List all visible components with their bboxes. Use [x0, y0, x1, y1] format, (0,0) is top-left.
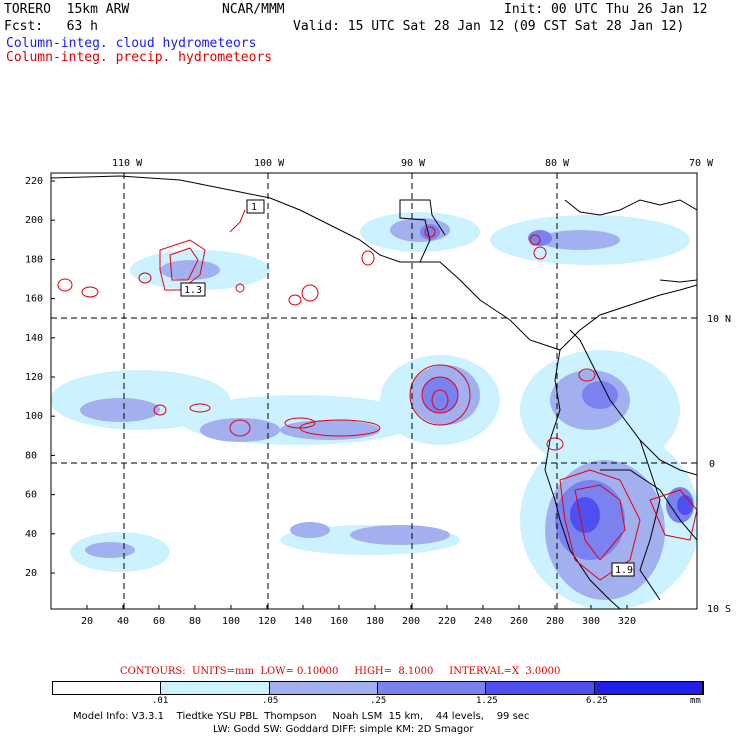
x-index-ticks: 20 40 60 80 100 120 140 160 180 200 220 240 260 280 30…: [81, 605, 636, 627]
x-tick-label: 180: [366, 616, 384, 627]
cloud-shading: [51, 212, 697, 609]
x-tick-label: 280: [546, 616, 564, 627]
lat-label: 10 N: [707, 314, 731, 325]
model-info-line2: LW: Godd SW: Goddard DIFF: simple KM: 2D…: [213, 724, 474, 735]
x-tick-label: 200: [402, 616, 420, 627]
colorbar-segment: [53, 682, 162, 694]
y-tick-label: 200: [25, 215, 43, 226]
colorbar-tick: .25: [370, 696, 387, 706]
y-tick-label: 40: [25, 529, 37, 540]
colorbar-tick: .01: [152, 696, 169, 706]
y-tick-label: 100: [25, 411, 43, 422]
y-tick-label: 220: [25, 176, 43, 187]
contours-info: CONTOURS: UNITS=mm LOW= 0.10000 HIGH= 8.…: [120, 666, 561, 677]
y-tick-label: 80: [25, 450, 37, 461]
boxed-label-1-9: 1.9: [615, 565, 633, 576]
x-tick-label: 100: [222, 616, 240, 627]
colorbar-tick: 1.25: [476, 696, 498, 706]
y-tick-label: 20: [25, 568, 37, 579]
precip-contours: [57, 209, 697, 581]
lon-label: 90 W: [401, 158, 426, 169]
boxed-label-1-3: 1.3: [184, 285, 202, 296]
init-time: Init: 00 UTC Thu 26 Jan 12: [504, 2, 708, 17]
valid-time: Valid: 15 UTC Sat 28 Jan 12 (09 CST Sat …: [293, 19, 685, 34]
x-tick-label: 120: [258, 616, 276, 627]
y-tick-label: 140: [25, 333, 43, 344]
x-tick-label: 140: [294, 616, 312, 627]
x-tick-label: 300: [582, 616, 600, 627]
lon-label: 80 W: [545, 158, 570, 169]
map-frame: [50, 172, 698, 610]
model-info-line1: Model Info: V3.3.1 Tiedtke YSU PBL Thomp…: [73, 711, 530, 722]
x-tick-label: 60: [153, 616, 165, 627]
lon-label: 100 W: [254, 158, 285, 169]
colorbar-segment: [377, 682, 487, 694]
model-title: TORERO 15km ARW: [4, 2, 130, 17]
x-tick-label: 20: [81, 616, 93, 627]
y-tick-label: 60: [25, 490, 37, 501]
longitude-labels: 110 W 100 W 90 W 80 W 70 W: [112, 158, 714, 169]
colorbar-unit: mm: [690, 696, 701, 706]
colorbar-tick: .05: [262, 696, 279, 706]
field-label-precip: Column-integ. precip. hydrometeors: [6, 50, 273, 65]
x-tick-label: 220: [438, 616, 456, 627]
colorbar-segment: [594, 682, 703, 694]
y-tick-label: 120: [25, 372, 43, 383]
lat-label: 10 S: [707, 604, 731, 615]
x-tick-label: 320: [618, 616, 636, 627]
x-tick-label: 80: [189, 616, 201, 627]
colorbar-tick: 6.25: [586, 696, 608, 706]
latitude-labels: 10 N 0 10 S: [707, 314, 731, 615]
lat-label: 0: [709, 459, 715, 470]
coastlines: [51, 175, 697, 609]
center-name: NCAR/MMM: [222, 2, 285, 17]
x-tick-label: 160: [330, 616, 348, 627]
lon-label: 110 W: [112, 158, 143, 169]
x-tick-label: 40: [117, 616, 129, 627]
colorbar: [52, 681, 704, 695]
x-tick-label: 260: [510, 616, 528, 627]
y-tick-label: 160: [25, 294, 43, 305]
colorbar-segment: [161, 682, 270, 694]
colorbar-segment: [486, 682, 595, 694]
boxed-label-1: 1: [251, 202, 257, 213]
field-label-cloud: Column-integ. cloud hydrometeors: [6, 36, 257, 51]
lon-label: 70 W: [689, 158, 714, 169]
forecast-hour: Fcst: 63 h: [4, 19, 98, 34]
gridlines: [51, 173, 697, 609]
colorbar-segment: [269, 682, 378, 694]
y-index-ticks: 220 200 180 160 140 120 100 80 60 40 20: [25, 176, 55, 579]
x-tick-label: 240: [474, 616, 492, 627]
y-tick-label: 180: [25, 254, 43, 265]
boxed-labels: 1 1.3 1.9: [180, 199, 635, 577]
